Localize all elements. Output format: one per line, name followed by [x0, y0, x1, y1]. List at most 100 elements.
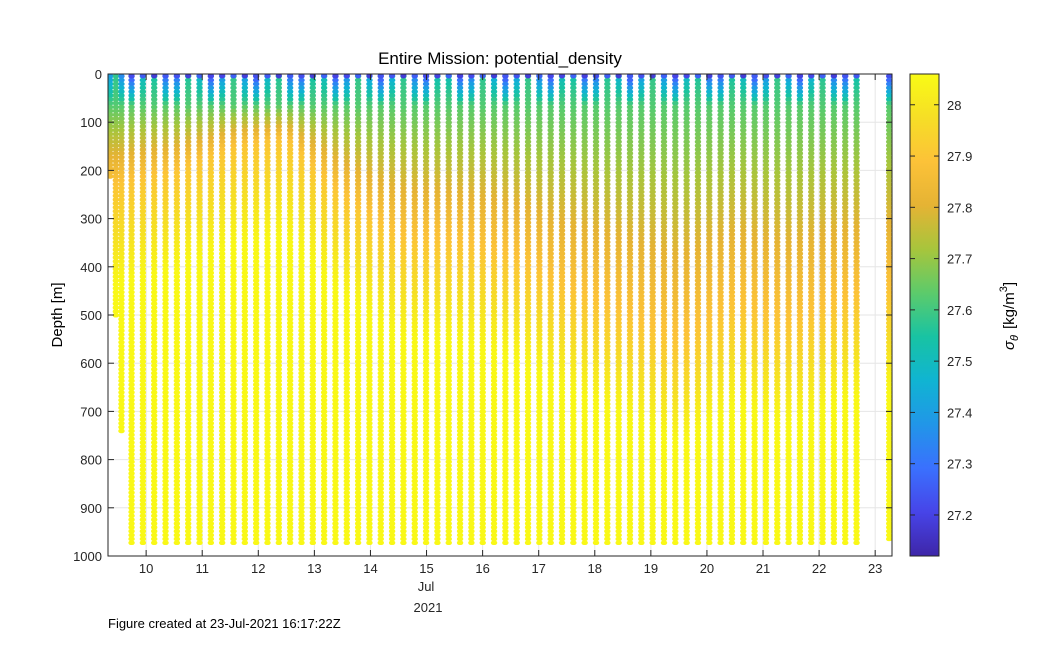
y-tick-label: 0 [95, 67, 102, 82]
colorbar-label: σθ [kg/m3] [998, 282, 1021, 350]
profile-column [819, 74, 826, 546]
profile-column [309, 74, 317, 546]
profile-column [286, 74, 294, 546]
profile-column [400, 74, 407, 546]
profile-column [320, 74, 328, 546]
profile-column [638, 74, 645, 546]
profile-column [502, 74, 509, 546]
colorbar-label-superscript: 3 [998, 286, 1010, 292]
profile-column [796, 74, 804, 546]
profile-column [456, 74, 464, 546]
colorbar-label-units: [kg/m [1001, 292, 1018, 329]
x-tick-label: 14 [363, 561, 377, 576]
x-tick-label: 10 [139, 561, 153, 576]
profile-column [728, 74, 736, 546]
profile-column [513, 74, 520, 546]
profile-column [388, 74, 396, 546]
profile-column [740, 74, 747, 546]
profile-column [332, 74, 339, 546]
colorbar-label-close: ] [1001, 282, 1018, 286]
profile-column [275, 74, 283, 546]
y-tick-label: 700 [80, 404, 102, 419]
profile-column [298, 74, 305, 546]
x-tick-label: 13 [307, 561, 321, 576]
profile-column [615, 74, 622, 546]
profile-column [354, 74, 362, 546]
profile-column [660, 74, 668, 546]
x-tick-label: 19 [644, 561, 658, 576]
x-tick-label: 11 [195, 561, 209, 576]
profile-column [108, 74, 114, 179]
colorbar-label-subscript: θ [1009, 335, 1021, 341]
profile-column [366, 74, 373, 546]
colorbar: 27.2 27.3 27.4 27.5 27.6 27.7 27.8 27.9 28 σθ [kg… [909, 73, 1021, 557]
profile-column [218, 74, 226, 546]
profile-column [173, 74, 181, 546]
profile-column [128, 74, 135, 546]
profile-column [445, 74, 452, 546]
x-tick-label: 21 [756, 561, 770, 576]
x-month-label: Jul [418, 579, 435, 594]
profile-column [774, 74, 781, 546]
profile-column [207, 74, 215, 546]
colorbar-tick-label: 27.9 [947, 149, 972, 164]
y-tick-label: 500 [80, 308, 102, 323]
profile-column [524, 74, 532, 546]
profile-column [118, 74, 125, 434]
y-tick-label: 200 [80, 163, 102, 178]
x-tick-label: 17 [531, 561, 545, 576]
colorbar-tick-label: 27.6 [947, 303, 972, 318]
profile-data-layer [108, 74, 892, 546]
profile-column [751, 74, 758, 546]
profile-column [683, 74, 690, 546]
y-tick-label: 100 [80, 115, 102, 130]
colorbar-tick-label: 27.4 [947, 405, 972, 420]
colorbar-tick-label: 27.8 [947, 200, 972, 215]
colorbar-ticks: 27.2 27.3 27.4 27.5 27.6 27.7 27.8 27.9 28 [910, 98, 972, 523]
chart-title: Entire Mission: potential_density [378, 49, 622, 68]
profile-column [422, 74, 430, 546]
profile-column [885, 74, 892, 542]
profile-column [649, 74, 656, 546]
profile-column [853, 74, 860, 546]
profile-column [252, 74, 260, 546]
profile-column [411, 74, 418, 546]
profile-column [830, 74, 838, 546]
profile-column [558, 74, 566, 546]
x-axis: 10 11 12 13 14 15 16 17 18 19 20 21 22 23 [139, 74, 882, 576]
profile-column [842, 74, 849, 546]
profile-column [706, 74, 713, 546]
x-tick-label: 16 [475, 561, 489, 576]
y-axis: 0 100 200 300 400 500 600 700 800 900 1000 [73, 67, 892, 564]
profile-column [672, 74, 679, 546]
profile-column [762, 74, 770, 546]
y-tick-label: 400 [80, 260, 102, 275]
colorbar-label-symbol: σ [1001, 340, 1018, 350]
profile-column [547, 74, 554, 546]
x-tick-label: 12 [251, 561, 265, 576]
x-year-label: 2021 [414, 600, 443, 615]
profile-column [479, 74, 486, 546]
profile-column [196, 74, 203, 546]
y-tick-label: 300 [80, 212, 102, 227]
x-tick-label: 23 [868, 561, 882, 576]
colorbar-tick-label: 27.7 [947, 252, 972, 267]
colorbar-tick-label: 28 [947, 98, 961, 113]
x-tick-label: 18 [588, 561, 602, 576]
profile-column [230, 74, 237, 546]
profile-column [694, 74, 702, 546]
colorbar-tick-label: 27.3 [947, 457, 972, 472]
x-tick-label: 15 [419, 561, 433, 576]
colorbar-tick-label: 27.5 [947, 354, 972, 369]
profile-column [785, 74, 792, 546]
y-tick-label: 800 [80, 453, 102, 468]
profile-column [343, 74, 350, 546]
profile-column [377, 74, 384, 546]
profile-column [184, 74, 192, 546]
profile-column [264, 74, 271, 546]
x-tick-label: 22 [812, 561, 826, 576]
profile-column [162, 74, 169, 546]
y-axis-label: Depth [m] [49, 282, 66, 347]
profile-column [570, 74, 577, 546]
